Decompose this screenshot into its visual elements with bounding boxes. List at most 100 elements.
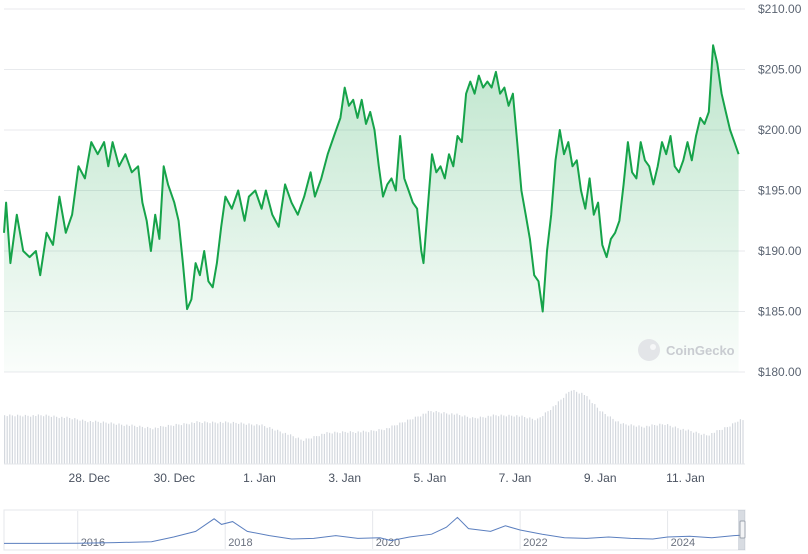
volume-bar <box>396 425 398 464</box>
volume-bar <box>126 424 128 464</box>
gecko-eye-icon <box>650 344 656 350</box>
volume-bar <box>490 416 492 464</box>
y-tick-label: $190.00 <box>758 244 802 258</box>
volume-bar <box>719 430 721 464</box>
volume-bar <box>11 415 13 464</box>
volume-bar <box>365 431 367 464</box>
volume-bar <box>568 391 570 464</box>
volume-bar <box>373 430 375 464</box>
volume-bar <box>193 423 195 464</box>
volume-bar <box>407 419 409 464</box>
range-navigator[interactable]: 2016 2018 2020 2022 2024 <box>3 509 746 551</box>
volume-bar <box>19 415 21 464</box>
volume-bar <box>521 415 523 464</box>
coingecko-watermark: CoinGecko <box>638 339 735 361</box>
volume-bar <box>417 416 419 464</box>
volume-bar <box>383 430 385 464</box>
volume-bar <box>474 417 476 464</box>
volume-bar <box>139 425 141 464</box>
volume-bar <box>300 439 302 464</box>
volume-bar <box>279 431 281 464</box>
volume-bar <box>612 418 614 464</box>
volume-bar <box>435 411 437 464</box>
volume-bar <box>334 431 336 464</box>
volume-bar <box>555 405 557 464</box>
volume-bar <box>69 418 71 464</box>
volume-bar <box>24 414 26 464</box>
volume-bar <box>347 432 349 464</box>
volume-bar <box>199 422 201 464</box>
volume-bar <box>352 432 354 464</box>
volume-bar <box>711 433 713 464</box>
x-tick-label: 11. Jan <box>666 471 704 485</box>
navigator-frame <box>3 509 746 551</box>
volume-bar <box>66 416 68 464</box>
volume-bar <box>425 413 427 464</box>
volume-bar <box>175 423 177 464</box>
volume-bar <box>440 413 442 464</box>
volume-bar <box>446 413 448 464</box>
volume-bar <box>4 415 6 464</box>
volume-bar <box>628 425 630 464</box>
volume-bar <box>157 428 159 464</box>
volume-bar <box>654 425 656 464</box>
volume-bar <box>357 431 359 464</box>
volume-bar <box>378 429 380 464</box>
volume-bar <box>394 425 396 464</box>
volume-bar <box>316 436 318 464</box>
volume-bar <box>589 399 591 464</box>
volume-bar <box>191 422 193 464</box>
volume-bar <box>344 431 346 464</box>
volume-bar <box>703 433 705 464</box>
volume-bar <box>284 432 286 464</box>
volume-bar <box>404 422 406 464</box>
volume-bar <box>729 426 731 464</box>
volume-bar <box>37 414 39 464</box>
volume-bar <box>258 425 260 464</box>
volume-bar <box>92 422 94 464</box>
volume-bar <box>201 423 203 464</box>
volume-bar <box>656 425 658 464</box>
volume-bar <box>79 420 81 464</box>
volume-bar <box>648 426 650 464</box>
volume-bar <box>305 438 307 464</box>
volume-bar <box>539 417 541 464</box>
volume-bar <box>503 415 505 464</box>
volume-bar <box>388 428 390 464</box>
volume-bar <box>581 392 583 464</box>
volume-bar <box>217 423 219 464</box>
volume-bar <box>399 422 401 464</box>
volume-bar <box>537 418 539 464</box>
volume-bar <box>401 422 403 464</box>
volume-bar <box>531 418 533 464</box>
volume-bar <box>739 419 741 464</box>
volume-bar <box>674 426 676 464</box>
volume-bar <box>368 432 370 464</box>
volume-bar <box>147 426 149 464</box>
volume-bar <box>63 418 65 464</box>
price-line[interactable] <box>3 44 740 313</box>
volume-bar <box>625 424 627 464</box>
volume-bar <box>154 427 156 464</box>
volume-bar <box>386 428 388 464</box>
volume-bar <box>472 417 474 464</box>
volume-bar <box>84 420 86 464</box>
volume-bar <box>511 415 513 464</box>
volume-bar <box>74 418 76 464</box>
volume-bar <box>89 421 91 464</box>
volume-bar <box>115 424 117 464</box>
volume-bar <box>430 411 432 464</box>
volume-bar <box>687 429 689 464</box>
volume-bar <box>76 419 78 464</box>
volume-bar <box>420 416 422 464</box>
navigator-handle[interactable] <box>739 520 746 539</box>
volume-bar <box>492 414 494 464</box>
volume-bar <box>303 440 305 464</box>
volume-bar <box>591 403 593 464</box>
volume-bar <box>32 415 34 464</box>
volume-bar <box>466 416 468 464</box>
volume-bar <box>271 428 273 464</box>
volume-bar <box>599 411 601 464</box>
x-tick-label: 1. Jan <box>243 471 276 485</box>
